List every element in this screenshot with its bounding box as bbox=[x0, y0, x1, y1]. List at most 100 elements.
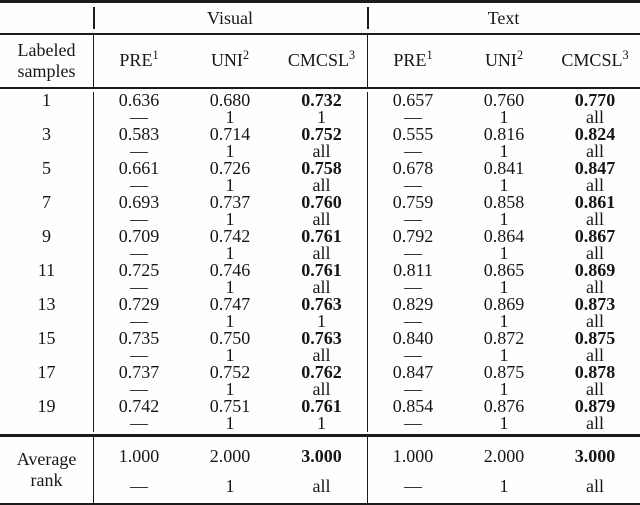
significance-marker: 1 bbox=[225, 413, 235, 433]
significance-marker: 1 bbox=[499, 141, 509, 161]
column-header-text-cmcsl: CMCSL3 bbox=[550, 35, 640, 87]
significance-marker: — bbox=[404, 209, 422, 229]
significance-marker: 1 bbox=[225, 311, 235, 331]
accuracy-value: 0.770 bbox=[574, 90, 616, 110]
text-uni-cell: 0.869 1 bbox=[458, 294, 550, 331]
accuracy-value: 0.752 bbox=[209, 362, 251, 382]
accuracy-value: 0.761 bbox=[301, 226, 342, 246]
accuracy-value: 0.693 bbox=[118, 192, 160, 212]
text-cmcsl-cell: 0.869 all bbox=[550, 261, 640, 296]
accuracy-value: 0.867 bbox=[574, 226, 616, 246]
group-header-rule bbox=[0, 33, 640, 35]
significance-marker: — bbox=[404, 311, 422, 331]
column-header-text-uni: UNI2 bbox=[458, 35, 550, 87]
labeled-samples-value: 1 bbox=[42, 90, 51, 110]
accuracy-value: 0.735 bbox=[118, 328, 160, 348]
labeled-samples-value: 3 bbox=[42, 124, 51, 144]
significance-marker: 1 bbox=[499, 277, 509, 297]
significance-marker: — bbox=[130, 175, 148, 195]
labeled-samples-line1: Labeled bbox=[17, 39, 76, 60]
significance-marker: all bbox=[312, 243, 331, 263]
significance-marker: — bbox=[130, 243, 148, 263]
text-uni-cell: 0.876 1 bbox=[458, 396, 550, 432]
visual-cmcsl-cell: 0.752 all bbox=[276, 125, 367, 161]
text-cmcsl-cell: 0.879 all bbox=[550, 397, 640, 432]
accuracy-value: 0.761 bbox=[301, 260, 342, 280]
significance-marker: all bbox=[586, 175, 604, 195]
significance-marker: 1 bbox=[225, 107, 235, 127]
significance-marker: 1 bbox=[499, 209, 509, 229]
text-uni-cell: 0.872 1 bbox=[458, 329, 550, 364]
method-label: CMCSL3 bbox=[561, 48, 629, 70]
accuracy-value: 0.869 bbox=[483, 294, 525, 314]
table-row: 17 0.737 — 0.752 1 0.762 all 0.847 — 0.8… bbox=[0, 362, 640, 399]
average-rank-line1: Average bbox=[16, 448, 77, 469]
visual-uni-cell: 0.747 1 bbox=[184, 294, 276, 331]
significance-marker: all bbox=[312, 141, 331, 161]
significance-marker: 1 bbox=[225, 379, 235, 399]
method-label: UNI2 bbox=[484, 48, 524, 70]
rank-value: 3.000 bbox=[301, 445, 342, 466]
accuracy-value: 0.792 bbox=[392, 226, 434, 246]
significance-marker: 1 bbox=[225, 475, 235, 496]
significance-marker: — bbox=[404, 475, 422, 496]
visual-cmcsl-cell: 0.760 all bbox=[276, 193, 367, 229]
text-uni-cell: 0.858 1 bbox=[458, 192, 550, 229]
significance-marker: 1 bbox=[225, 277, 235, 297]
rank-value: 1.000 bbox=[118, 445, 160, 466]
text-uni-cell: 0.865 1 bbox=[458, 261, 550, 297]
accuracy-value: 0.829 bbox=[392, 294, 434, 314]
accuracy-value: 0.875 bbox=[483, 362, 525, 382]
table-row: 1 0.636 — 0.680 1 0.732 1 0.657 — 0.760 … bbox=[0, 90, 640, 127]
significance-marker: 1 bbox=[317, 413, 326, 433]
table-row: 9 0.709 — 0.742 1 0.761 all 0.792 — 0.86… bbox=[0, 226, 640, 263]
method-label: UNI2 bbox=[210, 48, 250, 70]
accuracy-value: 0.661 bbox=[118, 158, 160, 178]
significance-marker: all bbox=[586, 243, 604, 263]
text-pre-cell: 0.854 — bbox=[367, 397, 458, 433]
significance-marker: — bbox=[130, 209, 148, 229]
column-header-visual-pre: PRE1 bbox=[93, 34, 184, 87]
accuracy-value: 0.858 bbox=[483, 192, 525, 212]
average-rank-row: Average rank 1.000 — 2.000 1 3.000 all 1… bbox=[0, 436, 640, 503]
accuracy-value: 0.709 bbox=[118, 226, 160, 246]
significance-marker: — bbox=[404, 413, 422, 433]
method-label: PRE1 bbox=[393, 48, 433, 70]
significance-marker: — bbox=[130, 141, 148, 161]
text-pre-cell: 0.792 — bbox=[367, 226, 458, 263]
accuracy-value: 0.840 bbox=[392, 328, 434, 348]
accuracy-value: 0.824 bbox=[574, 124, 616, 144]
labeled-samples-value: 17 bbox=[37, 362, 56, 382]
labeled-samples-value: 13 bbox=[37, 294, 56, 314]
visual-pre-cell: 0.583 — bbox=[93, 125, 184, 161]
visual-uni-cell: 0.746 1 bbox=[184, 261, 276, 297]
text-cmcsl-cell: 0.873 all bbox=[550, 295, 640, 330]
column-header-labeled-samples: Labeled samples bbox=[0, 35, 93, 87]
text-uni-cell: 0.760 1 bbox=[458, 91, 550, 126]
visual-cmcsl-rank-cell: 3.000 all bbox=[276, 437, 367, 503]
visual-pre-cell: 0.737 — bbox=[93, 362, 184, 398]
text-cmcsl-cell: 0.861 all bbox=[550, 193, 640, 228]
accuracy-value: 0.816 bbox=[483, 124, 525, 144]
accuracy-value: 0.876 bbox=[483, 396, 525, 416]
significance-marker: 1 bbox=[499, 311, 509, 331]
significance-marker: — bbox=[404, 107, 422, 127]
visual-pre-cell: 0.729 — bbox=[93, 295, 184, 330]
accuracy-value: 0.737 bbox=[118, 362, 160, 382]
accuracy-value: 0.742 bbox=[209, 226, 251, 246]
visual-uni-cell: 0.752 1 bbox=[184, 362, 276, 399]
text-pre-cell: 0.829 — bbox=[367, 294, 458, 331]
significance-marker: — bbox=[404, 243, 422, 263]
visual-uni-cell: 0.680 1 bbox=[184, 91, 276, 127]
significance-marker: — bbox=[404, 141, 422, 161]
rank-value: 3.000 bbox=[574, 445, 616, 466]
significance-marker: — bbox=[130, 413, 148, 433]
table-row: 3 0.583 — 0.714 1 0.752 all 0.555 — 0.81… bbox=[0, 124, 640, 161]
significance-marker: 1 bbox=[225, 345, 235, 365]
significance-marker: all bbox=[312, 475, 331, 496]
top-rule bbox=[0, 0, 640, 3]
significance-marker: — bbox=[130, 345, 148, 365]
significance-marker: all bbox=[312, 209, 331, 229]
average-rank-line2: rank bbox=[30, 469, 63, 490]
accuracy-value: 0.747 bbox=[209, 294, 251, 314]
